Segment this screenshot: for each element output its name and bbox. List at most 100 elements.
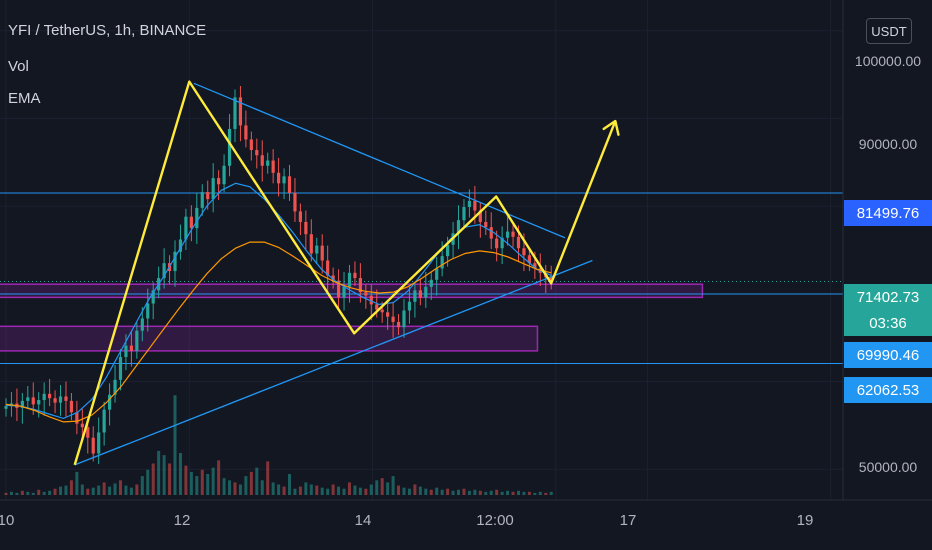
support-price-tag-1: 69990.46 [844,342,932,368]
volume-bar [320,487,324,495]
volume-bar [478,490,482,495]
candle-body [287,176,292,193]
volume-bar [9,491,13,495]
candle-body [391,316,395,322]
volume-bar [189,471,193,495]
candle-body [227,128,232,166]
candle-body [271,160,275,173]
volume-bar [75,471,79,495]
volume-indicator-label[interactable]: Vol [8,58,29,75]
volume-bar [42,491,46,495]
candle-body [511,231,515,237]
volume-bar [4,492,8,495]
volume-bar [386,482,390,495]
candle-body [298,211,303,222]
volume-bar [108,486,112,495]
symbol-title[interactable]: YFI / TetherUS, 1h, BINANCE [8,22,207,39]
candle-body [184,216,188,240]
volume-bar [424,488,428,495]
candle-body [238,97,243,126]
volume-bar [331,484,335,495]
volume-bar [473,489,477,495]
currency-button[interactable]: USDT [866,18,912,44]
volume-bar [244,476,248,495]
volume-bar [451,490,455,495]
volume-bar [549,491,553,495]
volume-bar [440,489,444,495]
candle-body [118,357,123,380]
candle-body [140,318,144,331]
candle-body [173,251,177,272]
volume-bar [86,488,90,495]
time-tick-label: 12 [173,512,191,529]
trend-line [74,259,593,466]
volume-bar [418,486,422,495]
ema-indicator-label[interactable]: EMA [8,90,41,107]
candle-body [418,290,422,298]
volume-bar [397,485,401,495]
volume-bar [337,486,341,495]
candle-body [304,221,308,235]
volume-bars [4,395,553,495]
candles [4,85,553,465]
candle-body [369,295,373,305]
volume-bar [358,487,362,495]
volume-bar [309,484,313,495]
candle-body [151,290,155,304]
volume-bar [277,484,281,495]
candle-body [135,330,139,351]
candle-body [402,310,406,328]
candle-body [380,309,384,313]
candle-body [58,396,63,403]
volume-bar [211,467,215,495]
volume-bar [168,463,172,495]
candle-body [107,394,112,410]
volume-bar [146,469,150,495]
arrow-head [602,119,620,136]
candle-body [533,263,537,269]
resistance-price-tag: 81499.76 [844,200,932,226]
candle-body [178,239,183,252]
candle-body [309,234,313,254]
candle-body [102,409,106,433]
volume-bar [462,488,466,495]
candle-body [331,275,335,281]
volume-bar [260,480,264,495]
volume-bar [429,489,433,495]
candle-body [277,172,281,184]
volume-bar [506,490,510,495]
candle-body [489,227,493,239]
volume-bar [48,490,52,495]
candle-body [195,207,199,229]
candle-body [413,290,417,302]
candle-body [75,412,79,424]
volume-bar [511,491,515,495]
candle-body [97,432,101,454]
candle-body [364,292,368,296]
volume-bar [347,482,351,495]
candle-body [200,192,204,208]
candle-body [516,236,521,249]
volume-bar [500,491,504,495]
candle-body [26,397,30,401]
volume-bar [391,476,395,495]
volume-bar [80,484,84,495]
volume-bar [173,395,177,495]
candle-body [86,427,90,438]
volume-bar [53,488,57,495]
candle-body [495,238,499,249]
volume-bar [527,491,531,495]
candle-body [260,155,264,166]
trend-line [193,82,566,239]
candle-body [91,437,95,454]
pattern-line [73,80,617,466]
volume-bar [484,491,488,495]
volume-bar [15,492,19,495]
candle-body [435,268,439,280]
volume-bar [304,482,308,495]
volume-bar [516,490,520,495]
candle-body [206,192,210,200]
volume-bar [402,487,406,495]
time-tick-label: 14 [354,512,372,529]
